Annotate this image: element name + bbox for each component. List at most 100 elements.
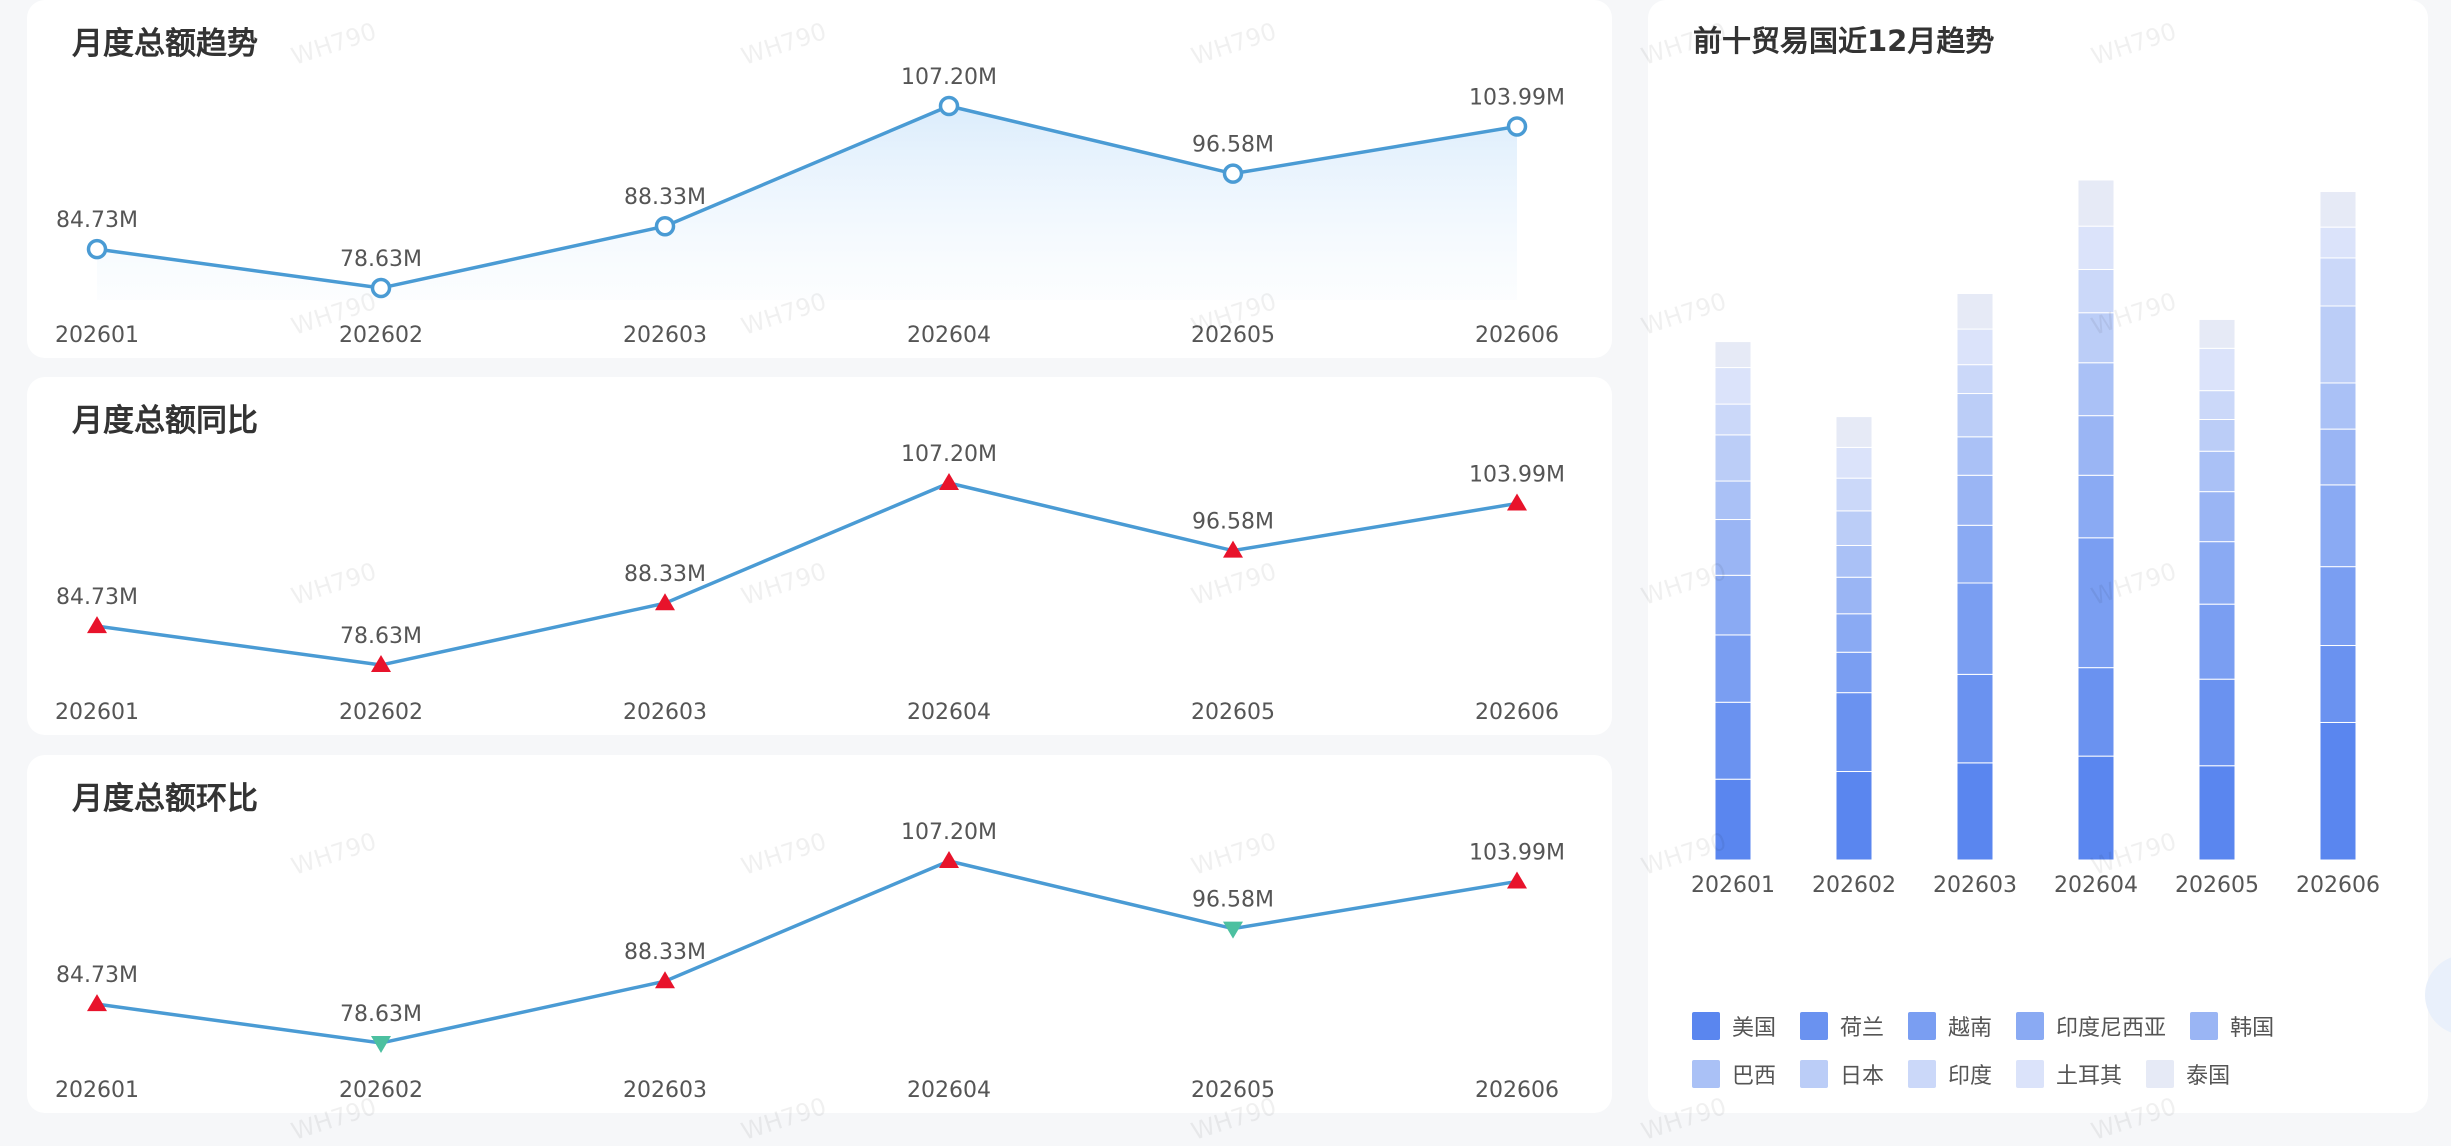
up-triangle-marker xyxy=(1507,493,1527,511)
legend-item[interactable]: 印度尼西亚 xyxy=(2016,1010,2166,1042)
legend-item[interactable]: 越南 xyxy=(1908,1010,1992,1042)
top10-title: 前十贸易国近12月趋势 xyxy=(1693,24,1995,58)
data-label: 103.99M xyxy=(1469,462,1565,487)
stacked-bar-segment xyxy=(1956,673,1994,764)
top10-chart: 202601 202602 202603 202604 202605 202606 xyxy=(1691,179,2380,898)
series-line xyxy=(96,104,1518,290)
up-triangle-marker xyxy=(371,655,391,672)
x-tick-label: 202601 xyxy=(55,323,139,348)
stacked-bar-segment xyxy=(1956,292,1994,330)
stacked-bar-segment xyxy=(1714,367,1752,405)
floating-button-edge[interactable] xyxy=(2425,955,2451,1035)
legend-item[interactable]: 土耳其 xyxy=(2016,1058,2122,1090)
x-tick-label: 202603 xyxy=(623,1078,707,1103)
mom-title: 月度总额环比 xyxy=(72,781,258,817)
stacked-bar-segment xyxy=(2319,566,2357,647)
legend-item[interactable]: 日本 xyxy=(1800,1058,1884,1090)
x-tick-label: 202601 xyxy=(55,700,139,725)
legend-swatch xyxy=(1692,1060,1720,1088)
x-tick-label: 202602 xyxy=(339,700,423,725)
stacked-bar-segment xyxy=(1714,341,1752,369)
legend-swatch xyxy=(1800,1060,1829,1088)
stacked-bar-segment xyxy=(1835,651,1873,694)
up-triangle-marker xyxy=(939,473,959,490)
data-label: 84.73M xyxy=(56,963,138,988)
legend-label: 美国 xyxy=(1732,1016,1777,1041)
stacked-bar-segment xyxy=(1714,634,1752,703)
stacked-bar-segment xyxy=(2319,721,2357,861)
x-tick-label: 202605 xyxy=(1191,1078,1275,1103)
data-label: 78.63M xyxy=(340,1002,422,1027)
stacked-bar-segment xyxy=(2077,179,2115,227)
data-label: 96.58M xyxy=(1192,510,1274,535)
legend-item[interactable]: 巴西 xyxy=(1692,1058,1776,1090)
legend-item[interactable]: 泰国 xyxy=(2146,1058,2230,1090)
stacked-bar-segment xyxy=(1714,701,1752,780)
x-tick-label: 202604 xyxy=(907,700,991,725)
legend-label: 韩国 xyxy=(2230,1016,2275,1041)
stacked-bar-segment xyxy=(2077,268,2115,314)
legend-swatch xyxy=(2146,1060,2175,1088)
legend-item[interactable]: 荷兰 xyxy=(1800,1010,1884,1042)
up-triangle-marker xyxy=(655,593,675,611)
yoy-card: 月度总额同比 84.73M 202601 78.63M 202602 88.33M 202… xyxy=(27,377,1612,735)
legend-label: 泰国 xyxy=(2186,1064,2231,1089)
legend-item[interactable]: 印度 xyxy=(1908,1058,1992,1090)
stacked-bar-segment xyxy=(2319,645,2357,723)
trend-card: 月度总额趋势 84.73M 202601 78.63M 202602 88.33M 202… xyxy=(27,0,1612,358)
area-fill xyxy=(97,106,1517,300)
mom-chart: 84.73M 202601 78.63M 202602 88.33M 202603 107.… xyxy=(55,820,1565,1103)
data-label: 88.33M xyxy=(624,562,706,587)
top10-legend: 美国 荷兰 越南 印度尼西亚 韩国巴西 日本 印度 土耳其 泰国 xyxy=(1692,1010,2392,1090)
data-label: 84.73M xyxy=(56,585,138,610)
stacked-bar-segment xyxy=(1956,474,1994,526)
up-triangle-marker xyxy=(1507,871,1527,889)
top10-card: 前十贸易国近12月趋势 202601 202602 202603 202604 2026… xyxy=(1648,0,2428,1113)
data-label: 96.58M xyxy=(1192,133,1274,158)
x-tick-label: 202606 xyxy=(1475,323,1559,348)
legend-label: 日本 xyxy=(1840,1064,1885,1089)
stacked-bar-segment xyxy=(1714,480,1752,521)
data-label: 103.99M xyxy=(1469,840,1565,865)
up-triangle-marker xyxy=(939,851,959,868)
legend-item[interactable]: 韩国 xyxy=(2190,1010,2274,1042)
up-triangle-marker xyxy=(1223,540,1243,558)
stacked-bar-segment xyxy=(1956,328,1994,366)
down-triangle-marker xyxy=(371,1036,391,1053)
x-tick-label: 202602 xyxy=(1812,873,1896,898)
stacked-bar-segment xyxy=(1956,436,1994,476)
data-label: 107.20M xyxy=(901,820,997,845)
stacked-bar-segment xyxy=(2198,491,2236,543)
x-tick-label: 202602 xyxy=(339,1078,423,1103)
data-label: 78.63M xyxy=(340,247,422,272)
stacked-bar-segment xyxy=(2198,765,2236,861)
stacked-bar-segment xyxy=(1835,692,1873,773)
data-label: 88.33M xyxy=(624,185,706,210)
stacked-bar-segment xyxy=(2077,415,2115,476)
stacked-bar-segment xyxy=(2319,226,2357,259)
stacked-bar-segment xyxy=(2198,603,2236,680)
x-tick-label: 202601 xyxy=(1691,873,1775,898)
stacked-bar-segment xyxy=(1835,576,1873,615)
stacked-bar-segment xyxy=(2198,541,2236,605)
stacked-bar-segment xyxy=(2198,418,2236,452)
legend-swatch xyxy=(1692,1012,1720,1040)
point-marker xyxy=(654,215,676,237)
point-marker xyxy=(370,277,392,299)
stacked-bar-segment xyxy=(1714,778,1752,861)
legend-swatch xyxy=(2016,1060,2045,1088)
stacked-bar-segment xyxy=(1956,364,1994,395)
data-label: 78.63M xyxy=(340,624,422,649)
x-tick-label: 202604 xyxy=(2054,873,2138,898)
data-label: 84.73M xyxy=(56,208,138,233)
stacked-bar-segment xyxy=(2198,347,2236,392)
x-tick-label: 202601 xyxy=(55,1078,139,1103)
legend-item[interactable]: 美国 xyxy=(1692,1010,1776,1042)
x-tick-label: 202602 xyxy=(339,323,423,348)
point-marker xyxy=(1506,116,1528,137)
trend-title: 月度总额趋势 xyxy=(72,26,258,62)
stacked-bar-segment xyxy=(1714,434,1752,482)
stacked-bar-segment xyxy=(2319,305,2357,384)
yoy-title: 月度总额同比 xyxy=(72,403,258,439)
legend-label: 印度 xyxy=(1948,1064,1993,1089)
